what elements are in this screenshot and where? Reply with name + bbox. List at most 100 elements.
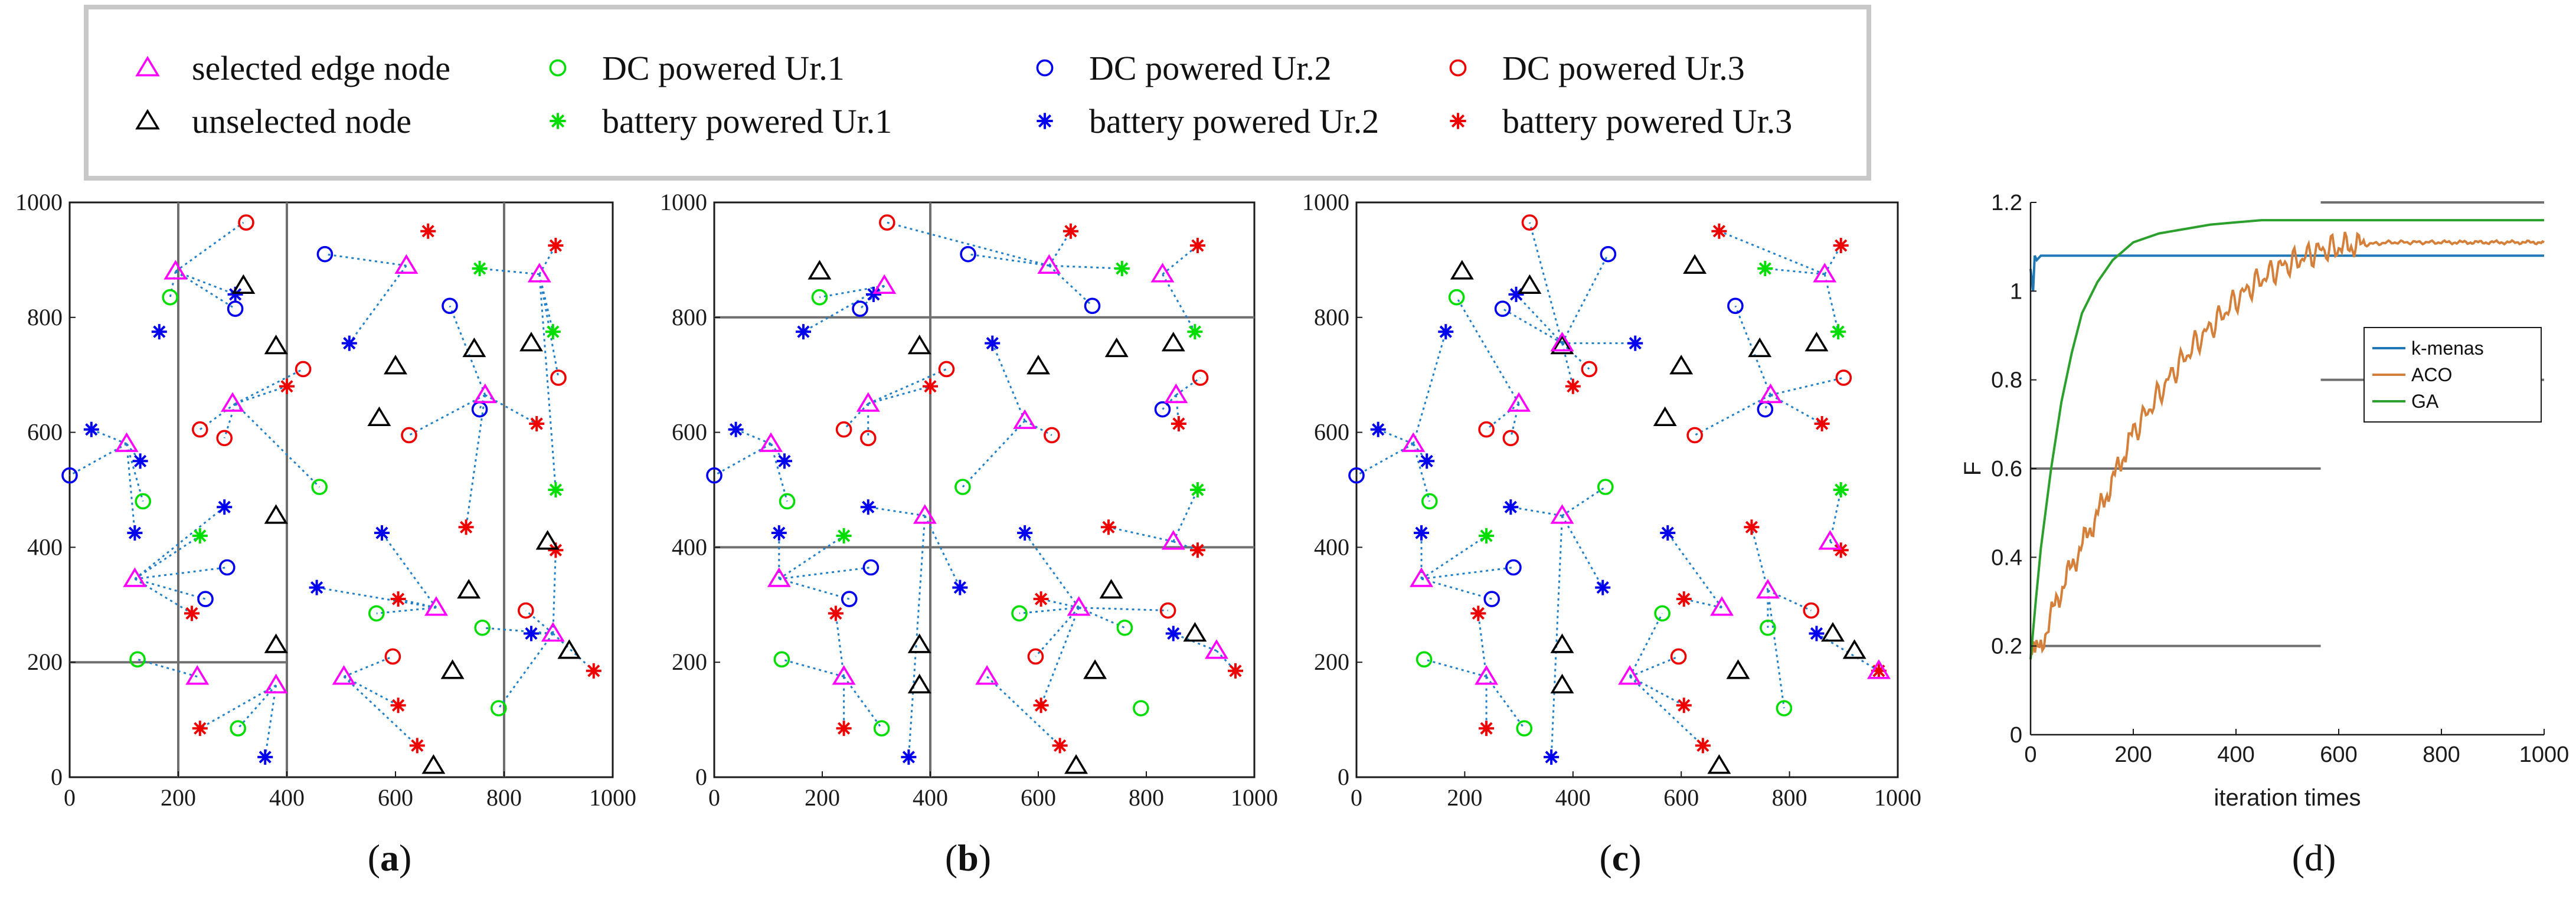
dc-ur3-point — [191, 421, 208, 438]
dc-ur2-point — [1084, 297, 1101, 315]
battery-ur2-point-stroke — [1596, 581, 1609, 594]
panel-label-a: (a) — [368, 837, 412, 879]
selected-edge-node — [1756, 578, 1780, 599]
dc-ur1-point — [811, 289, 828, 306]
dc-ur2-point — [1348, 467, 1365, 484]
dc-ur1-point — [1448, 289, 1465, 306]
legend-label-5: battery powered Ur.2 — [1089, 102, 1379, 140]
y-tick-label: 0.2 — [1991, 634, 2022, 659]
link-line — [552, 550, 557, 634]
dc-ur2-point — [1727, 297, 1744, 315]
battery-ur2-point — [1370, 421, 1386, 437]
battery-ur3-point-stroke — [185, 607, 198, 620]
link-line — [175, 221, 244, 273]
panel-label-b-close: ) — [979, 837, 991, 879]
selected-edge-node — [1164, 383, 1188, 404]
battery-ur3-point-stroke — [587, 664, 600, 677]
link-line — [843, 676, 882, 729]
dc-ur1-point — [135, 493, 151, 510]
link-line — [135, 567, 227, 580]
link-line — [868, 506, 926, 517]
link-line — [819, 284, 885, 299]
panel-label-a-close: ) — [399, 837, 411, 879]
dc-ur3-point — [835, 421, 852, 438]
x-tick-label: 1000 — [589, 784, 636, 811]
selected-edge-node — [1866, 659, 1891, 679]
dc-ur3-point — [1044, 427, 1060, 444]
battery-ur2-point — [1419, 453, 1435, 469]
battery-ur1-point-stroke — [1835, 483, 1848, 496]
legend: selected edge node unselected node DC powe… — [84, 5, 1871, 181]
battery-ur2-point — [728, 421, 744, 437]
unselected-node — [1099, 578, 1123, 599]
panel-label-b-letter: b — [957, 837, 979, 879]
selected-edge-node — [1161, 530, 1185, 550]
link-line — [1561, 515, 1604, 588]
selected-edge-node — [1037, 254, 1061, 274]
battery-ur3-point — [548, 238, 564, 254]
battery-ur2-point — [524, 626, 539, 641]
legend-label-4: DC powered Ur.2 — [1089, 49, 1332, 87]
link-line — [1485, 676, 1525, 729]
battery-ur3-point — [279, 378, 295, 394]
unselected-node — [519, 332, 543, 352]
battery-ur3-point — [1100, 519, 1116, 535]
unselected-node — [1804, 332, 1829, 352]
dc-ur1-point — [1011, 605, 1028, 622]
battery-ur2-point — [1627, 335, 1643, 351]
unselected-node — [1726, 659, 1750, 679]
battery-ur2-point-stroke — [953, 581, 966, 594]
series-line-k-menas — [2029, 254, 2544, 292]
dc-ur1-point — [1421, 493, 1438, 510]
battery-ur3-point — [458, 519, 474, 535]
link-line — [200, 684, 277, 729]
link-line — [1770, 377, 1844, 396]
legend-marker-5-stroke — [1038, 114, 1052, 128]
battery-ur2-point-stroke — [1629, 337, 1642, 350]
battery-ur2-point — [127, 525, 143, 541]
panel-label-b-open: ( — [945, 837, 957, 879]
battery-ur3-point-stroke — [194, 722, 207, 735]
battery-ur3-point — [1033, 591, 1049, 607]
battery-ur3-point — [390, 591, 406, 607]
battery-ur1-point-stroke — [194, 529, 207, 542]
selected-edge-node — [264, 673, 288, 693]
battery-ur2-point — [776, 453, 792, 469]
battery-ur2-point — [1017, 525, 1033, 541]
battery-ur1-point — [192, 528, 208, 544]
battery-ur3-point — [1063, 223, 1078, 239]
link-line — [498, 633, 554, 709]
battery-ur3-point — [1052, 738, 1068, 754]
battery-ur2-point — [795, 324, 811, 340]
dc-ur1-point — [162, 289, 179, 306]
y-tick-label: 0 — [51, 764, 63, 790]
selected-edge-node — [1401, 432, 1426, 452]
dc-ur1-point — [474, 619, 491, 636]
legend-marker-1 — [135, 109, 160, 130]
unselected-node — [1820, 622, 1845, 642]
unselected-node — [1669, 355, 1694, 375]
unselected-node — [1683, 254, 1707, 274]
selected-edge-node — [123, 567, 147, 587]
battery-ur1-point — [836, 528, 852, 544]
link-line — [316, 587, 437, 609]
battery-ur2-point-stroke — [228, 288, 242, 301]
selected-edge-node — [1204, 639, 1228, 659]
y-tick-label: 0.6 — [1991, 457, 2022, 482]
dc-ur1-point — [954, 479, 971, 495]
selected-edge-node — [115, 432, 139, 452]
battery-ur2-point — [309, 580, 325, 595]
link-line — [538, 274, 557, 490]
x-tick-label: 600 — [2320, 742, 2357, 767]
dc-ur2-point — [960, 245, 976, 263]
dc-ur3-point — [550, 369, 567, 386]
dc-ur1-point — [1133, 700, 1149, 716]
x-tick-label: 1000 — [1231, 784, 1278, 811]
battery-ur3-point-stroke — [280, 380, 293, 393]
selected-edge-node — [767, 567, 791, 587]
battery-ur3-point — [1833, 542, 1849, 558]
link-line — [1378, 428, 1414, 445]
dc-ur1-point — [368, 605, 385, 622]
battery-ur1-point-stroke — [1191, 483, 1204, 496]
